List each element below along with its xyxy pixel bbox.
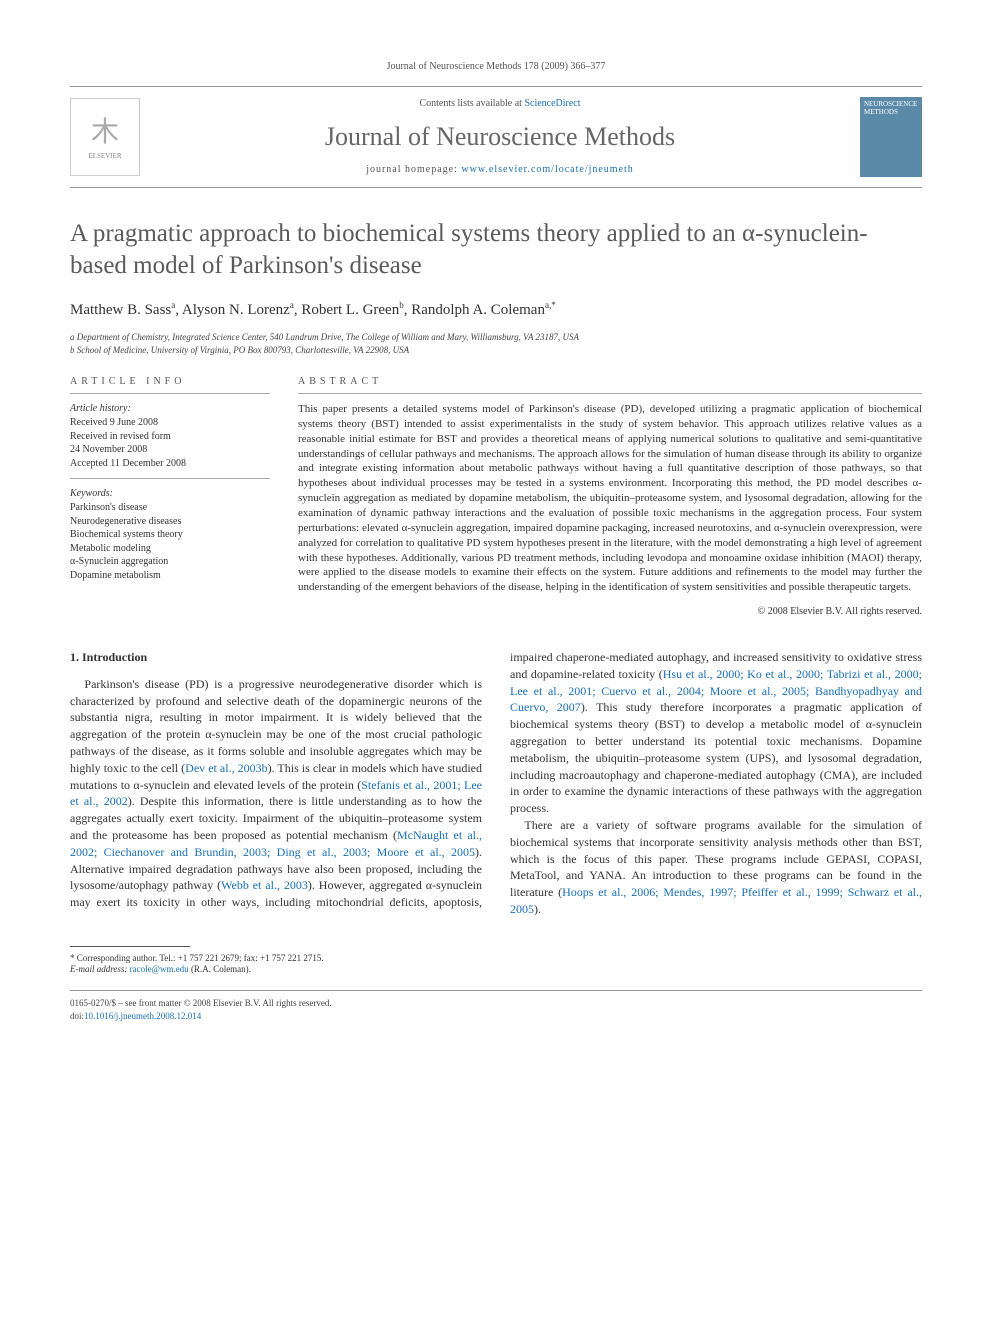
citation[interactable]: Hoops et al., 2006; Mendes, 1997; Pfeiff… [510, 885, 922, 916]
keywords-label: Keywords: [70, 487, 270, 501]
article-history: Article history: Received 9 June 2008 Re… [70, 402, 270, 479]
keyword: Metabolic modeling [70, 542, 270, 556]
contents-available: Contents lists available at ScienceDirec… [154, 97, 846, 111]
abstract-head: ABSTRACT [298, 375, 922, 394]
keyword: Parkinson's disease [70, 501, 270, 515]
footer-separator [70, 990, 922, 991]
keyword: α-Synuclein aggregation [70, 555, 270, 569]
section-heading-intro: 1. Introduction [70, 649, 482, 666]
author-list: Matthew B. Sassa, Alyson N. Lorenza, Rob… [70, 299, 922, 321]
homepage-link[interactable]: www.elsevier.com/locate/jneumeth [461, 164, 633, 175]
corresponding-author-note: * Corresponding author. Tel.: +1 757 221… [70, 953, 922, 976]
homepage-prefix: journal homepage: [366, 164, 461, 175]
affiliation-b: b School of Medicine, University of Virg… [70, 344, 922, 357]
front-matter-line: 0165-0270/$ – see front matter © 2008 El… [70, 997, 922, 1010]
email-link[interactable]: racole@wm.edu [130, 964, 189, 974]
abstract-text: This paper presents a detailed systems m… [298, 402, 922, 595]
keyword: Neurodegenerative diseases [70, 515, 270, 529]
email-line: E-mail address: racole@wm.edu (R.A. Cole… [70, 964, 922, 976]
history-line: Accepted 11 December 2008 [70, 457, 270, 471]
elsevier-label: ELSEVIER [88, 152, 121, 162]
journal-name: Journal of Neuroscience Methods [154, 119, 846, 155]
history-line: Received 9 June 2008 [70, 416, 270, 430]
copyright-line: © 2008 Elsevier B.V. All rights reserved… [298, 605, 922, 619]
tree-icon: ⽊ [91, 113, 119, 152]
contents-prefix: Contents lists available at [419, 98, 524, 109]
elsevier-logo: ⽊ ELSEVIER [70, 98, 140, 176]
affiliations: a Department of Chemistry, Integrated Sc… [70, 331, 922, 357]
article-title: A pragmatic approach to biochemical syst… [70, 218, 922, 281]
affiliation-a: a Department of Chemistry, Integrated Sc… [70, 331, 922, 344]
doi-link[interactable]: 10.1016/j.jneumeth.2008.12.014 [84, 1011, 201, 1021]
article-info-column: ARTICLE INFO Article history: Received 9… [70, 375, 270, 619]
running-head: Journal of Neuroscience Methods 178 (200… [70, 60, 922, 74]
doi-line: doi:10.1016/j.jneumeth.2008.12.014 [70, 1011, 201, 1021]
body-content: 1. Introduction Parkinson's disease (PD)… [70, 649, 922, 918]
email-label: E-mail address: [70, 964, 130, 974]
journal-cover-thumb: NEUROSCIENCE METHODS [860, 97, 922, 177]
citation[interactable]: Webb et al., 2003 [221, 878, 308, 892]
history-line: 24 November 2008 [70, 443, 270, 457]
article-info-head: ARTICLE INFO [70, 375, 270, 394]
intro-para-2: There are a variety of software programs… [510, 817, 922, 918]
keywords-block: Keywords: Parkinson's disease Neurodegen… [70, 487, 270, 590]
journal-header: ⽊ ELSEVIER Contents lists available at S… [70, 86, 922, 188]
sciencedirect-link[interactable]: ScienceDirect [524, 98, 580, 109]
corr-author-line: * Corresponding author. Tel.: +1 757 221… [70, 953, 922, 965]
abstract-column: ABSTRACT This paper presents a detailed … [298, 375, 922, 619]
keyword: Biochemical systems theory [70, 528, 270, 542]
doi-prefix: doi: [70, 1011, 84, 1021]
page-footer: 0165-0270/$ – see front matter © 2008 El… [70, 997, 922, 1022]
email-suffix: (R.A. Coleman). [189, 964, 251, 974]
citation[interactable]: Dev et al., 2003b [185, 761, 267, 775]
journal-homepage: journal homepage: www.elsevier.com/locat… [154, 163, 846, 177]
footnote-separator [70, 946, 190, 947]
history-line: Received in revised form [70, 430, 270, 444]
cover-title: NEUROSCIENCE METHODS [864, 101, 918, 116]
keyword: Dopamine metabolism [70, 569, 270, 583]
history-label: Article history: [70, 402, 270, 416]
